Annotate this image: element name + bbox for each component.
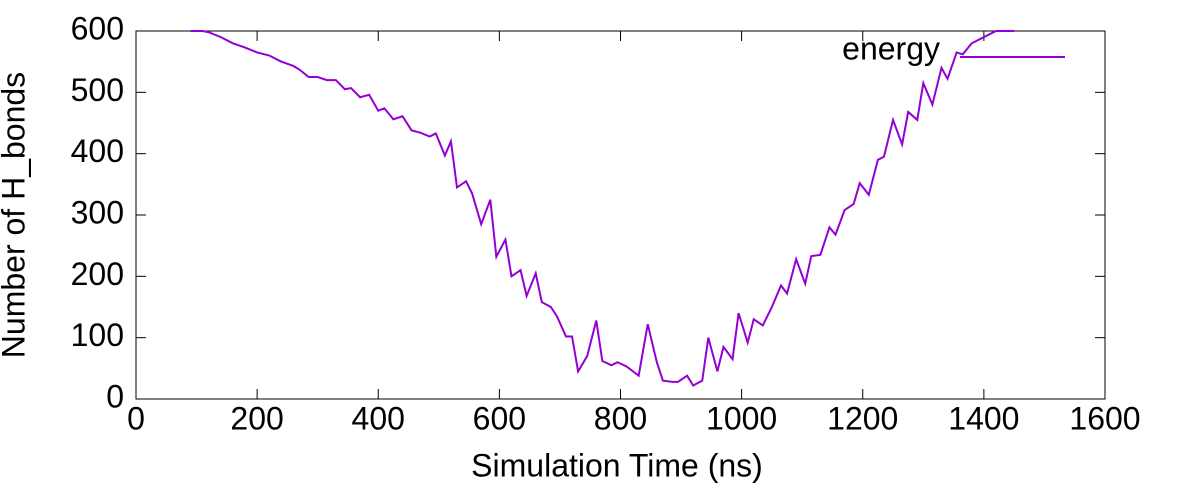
plot-frame <box>135 30 1106 400</box>
y-tick-label: 200 <box>71 256 124 292</box>
x-axis-label: Simulation Time (ns) <box>471 447 763 483</box>
data-line <box>190 30 1015 387</box>
y-tick-label: 400 <box>71 133 124 169</box>
y-tick-label: 500 <box>71 72 124 108</box>
x-tick-label: 1600 <box>1069 400 1140 436</box>
x-tick-label: 1400 <box>948 400 1019 436</box>
x-tick-label: 1200 <box>827 400 898 436</box>
y-axis-label: Number of H_bonds <box>0 72 31 358</box>
x-tick-label: 400 <box>352 400 405 436</box>
x-tick-label: 200 <box>230 400 283 436</box>
legend-label: energy <box>842 30 940 66</box>
y-tick-label: 300 <box>71 194 124 230</box>
x-tick-label: 800 <box>594 400 647 436</box>
y-tick-label: 100 <box>71 317 124 353</box>
x-tick-label: 600 <box>473 400 526 436</box>
x-tick-label: 1000 <box>706 400 777 436</box>
y-tick-label: 600 <box>71 10 124 46</box>
x-tick-label: 0 <box>127 400 145 436</box>
y-tick-label: 0 <box>106 378 124 414</box>
